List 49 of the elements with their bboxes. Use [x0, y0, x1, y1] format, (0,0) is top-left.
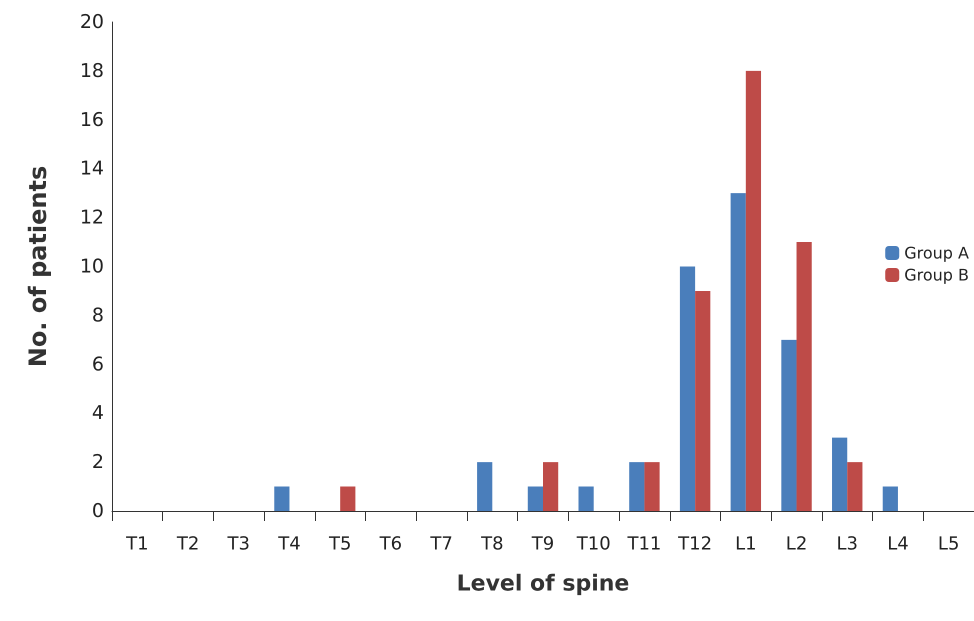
y-tick-label: 14	[80, 158, 104, 180]
bar	[528, 486, 543, 511]
x-tick-label: T7	[429, 534, 453, 554]
y-tick-label: 16	[80, 108, 104, 131]
bar	[477, 462, 492, 511]
bar	[781, 340, 797, 511]
legend-label: Group B	[904, 266, 970, 284]
y-tick-label: 10	[80, 256, 104, 278]
bar	[543, 462, 558, 511]
bar	[796, 242, 812, 511]
x-tick-label: T11	[626, 534, 662, 554]
x-tick-label: T12	[677, 534, 712, 554]
x-axis-title: Level of spine	[456, 572, 630, 596]
x-tick-label: T5	[328, 534, 352, 554]
x-tick-label: L5	[938, 534, 960, 554]
x-tick-label: T8	[480, 534, 504, 554]
bar	[882, 486, 898, 511]
x-tick-label: T1	[125, 534, 149, 554]
x-tick-label: T4	[277, 534, 301, 554]
y-tick-label: 2	[92, 451, 104, 474]
x-tick-label: T10	[576, 534, 611, 554]
bar	[695, 290, 710, 511]
x-tick-label: T2	[176, 534, 200, 554]
y-tick-label: 6	[92, 353, 104, 376]
bar	[746, 70, 762, 511]
bar	[274, 486, 290, 511]
legend-label: Group A	[904, 244, 970, 262]
bar	[680, 266, 696, 511]
y-tick-label: 0	[92, 500, 104, 522]
bar	[578, 486, 594, 511]
bar	[644, 462, 660, 511]
x-tick-label: L3	[836, 534, 858, 554]
bar	[847, 462, 862, 511]
y-axis-title: No. of patients	[24, 166, 52, 368]
y-tick-label: 4	[92, 402, 104, 424]
x-tick-label: T6	[378, 534, 402, 554]
x-tick-label: L1	[735, 534, 757, 554]
bar	[629, 462, 644, 511]
y-tick-label: 18	[80, 60, 104, 82]
y-tick-label: 12	[80, 206, 104, 229]
bar	[832, 438, 848, 511]
x-tick-label: T9	[530, 534, 554, 554]
x-tick-label: L2	[786, 534, 808, 554]
bar	[340, 486, 356, 511]
y-tick-label: 8	[92, 304, 104, 326]
x-tick-label: T3	[226, 534, 250, 554]
bar	[730, 193, 746, 511]
x-tick-label: L4	[887, 534, 909, 554]
y-tick-label: 20	[80, 11, 104, 33]
